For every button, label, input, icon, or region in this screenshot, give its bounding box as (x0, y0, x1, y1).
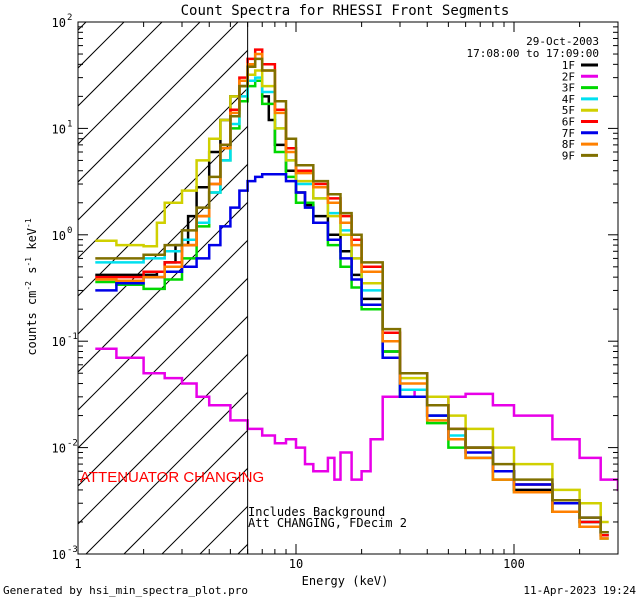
y-tick-exponent: -1 (67, 332, 78, 342)
date-label: 29-Oct-2003 (526, 35, 599, 48)
legend-label-1F: 1F (562, 59, 575, 72)
y-tick-label: 10 (52, 442, 66, 456)
y-tick-exponent: -2 (67, 439, 78, 449)
legend-label-6F: 6F (562, 116, 575, 129)
hatch-line (78, 49, 248, 221)
hatch-line (78, 22, 239, 183)
legend-label-9F: 9F (562, 149, 575, 162)
legend-label-3F: 3F (562, 82, 575, 95)
attenuator-label: ATTENUATOR CHANGING (80, 469, 264, 486)
legend-label-5F: 5F (562, 104, 575, 117)
y-tick-exponent: -3 (67, 545, 78, 555)
x-tick-label: 10 (289, 557, 303, 571)
axis-ticks (77, 22, 619, 555)
y-axis-label: counts cm-2 s-1 keV-1 (24, 218, 39, 356)
y-tick-exponent: 1 (67, 119, 72, 129)
x-axis-label: Energy (keV) (302, 574, 389, 588)
legend-label-4F: 4F (562, 93, 575, 106)
y-tick-label: 10 (52, 16, 66, 30)
hatch-line (276, 0, 640, 554)
att-note: Att CHANGING, FDecim 2 (248, 516, 407, 530)
y-tick-label: 10 (52, 548, 66, 562)
hatch-line (78, 239, 248, 411)
series-line-8F (95, 52, 609, 540)
x-tick-label: 100 (503, 557, 525, 571)
hatch-line (78, 22, 125, 69)
y-tick-label: 10 (52, 122, 66, 136)
hatch-line (78, 315, 248, 487)
hatch-line (237, 543, 248, 554)
hatch-line (78, 22, 201, 145)
series-line-7F (95, 173, 609, 534)
generated-by: Generated by hsi_min_spectra_plot.pro (3, 584, 248, 597)
y-tick-label: 10 (52, 229, 66, 243)
chart-title: Count Spectra for RHESSI Front Segments (181, 3, 510, 19)
hatch-line (78, 125, 248, 297)
hatch-line (78, 22, 163, 107)
hatch-line (78, 353, 248, 525)
series-line-2F (95, 347, 618, 492)
time-range-label: 17:08:00 to 17:09:00 (467, 47, 599, 60)
y-tick-exponent: 2 (67, 13, 72, 23)
series-layer (95, 48, 618, 540)
hatch-line (85, 391, 248, 554)
hatch-line (123, 429, 248, 554)
legend-label-7F: 7F (562, 127, 575, 140)
plot-frame (77, 21, 619, 555)
legend-label-2F: 2F (562, 70, 575, 83)
footer-timestamp: 11-Apr-2023 19:24 (523, 584, 636, 597)
y-tick-label: 10 (52, 335, 66, 349)
hatch-line (78, 87, 248, 259)
background-note: Includes Background (248, 505, 385, 519)
legend-label-8F: 8F (562, 138, 575, 151)
y-tick-exponent: 0 (67, 226, 72, 236)
series-line-9F (95, 57, 609, 534)
hatch-line (0, 0, 78, 554)
x-tick-label: 1 (74, 557, 81, 571)
